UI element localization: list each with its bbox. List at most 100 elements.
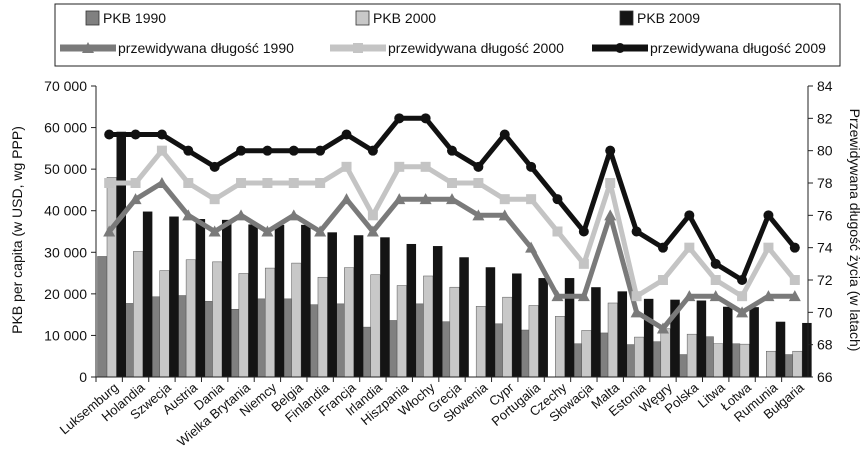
legend-label: PKB 1990 (103, 10, 166, 26)
point-marker (236, 145, 247, 156)
point-marker (631, 291, 642, 302)
point-marker (472, 209, 485, 221)
legend-swatch (619, 10, 634, 26)
point-marker (737, 275, 748, 285)
point-marker (156, 129, 167, 140)
bar-3 (802, 322, 812, 377)
legend-label: PKB 2009 (637, 10, 700, 26)
bar-3 (459, 257, 469, 377)
bar-3 (723, 306, 733, 377)
bar-2 (607, 302, 618, 378)
point-marker (130, 129, 141, 140)
point-marker (209, 161, 220, 172)
point-marker (341, 129, 352, 140)
point-marker (684, 210, 695, 221)
point-marker (763, 242, 774, 253)
point-marker (262, 178, 273, 188)
bar-2 (739, 343, 750, 378)
point-marker (235, 209, 248, 221)
point-marker (315, 178, 326, 188)
y-tick-label: 20 000 (44, 286, 87, 302)
point-marker (420, 161, 431, 172)
legend-swatch (85, 10, 100, 26)
bar-layer (97, 131, 812, 378)
point-marker (262, 145, 273, 156)
y-tick-label: 30 000 (44, 244, 87, 260)
bar-3 (169, 216, 179, 377)
point-marker (499, 129, 510, 140)
point-marker (287, 209, 300, 221)
bar-3 (775, 321, 786, 377)
bar-2 (528, 305, 539, 378)
point-marker (183, 145, 194, 156)
bar-3 (696, 300, 707, 377)
y2-tick-label: 82 (817, 110, 833, 126)
bar-2 (423, 275, 434, 378)
point-marker (419, 193, 432, 205)
point-marker (447, 178, 457, 188)
point-marker (103, 225, 116, 237)
bar-3 (406, 243, 417, 377)
y2-tick-label: 76 (817, 207, 833, 223)
point-marker (762, 290, 775, 302)
point-marker (261, 225, 274, 237)
bar-2 (370, 274, 381, 378)
point-marker (366, 225, 379, 237)
point-marker (367, 210, 378, 221)
bar-2 (317, 276, 328, 378)
bar-2 (291, 262, 302, 378)
bar-2 (634, 336, 645, 378)
bar-2 (766, 350, 777, 378)
bar-2 (106, 177, 117, 378)
point-marker (604, 209, 617, 221)
point-marker (788, 290, 801, 302)
point-marker (209, 194, 220, 205)
bar-2 (185, 259, 196, 378)
point-marker (288, 145, 299, 156)
bar-3 (538, 278, 548, 377)
point-marker (552, 194, 563, 205)
bar-2 (555, 316, 566, 378)
bar-2 (264, 267, 275, 378)
point-marker (182, 209, 195, 221)
bar-3 (327, 232, 337, 377)
bar-3 (617, 291, 628, 377)
point-marker (657, 275, 668, 285)
bar-2 (396, 285, 407, 378)
point-marker (129, 193, 142, 205)
bar-3 (749, 307, 759, 377)
point-marker (394, 161, 405, 172)
legend: PKB 1990 PKB 2000 PKB 2009 przewidywana dłu… (54, 3, 841, 67)
bar-2 (475, 306, 486, 378)
bar-3 (485, 267, 496, 377)
y-tick-label: 40 000 (44, 203, 87, 219)
point-marker (763, 210, 774, 221)
bar-3 (380, 237, 390, 377)
point-marker (656, 322, 669, 334)
y-tick-label: 50 000 (44, 161, 87, 177)
point-marker (104, 178, 115, 188)
y2-tick-label: 68 (817, 337, 833, 353)
point-marker (630, 306, 643, 318)
point-marker (236, 178, 247, 188)
bar-2 (792, 350, 803, 378)
legend-label: PKB 2000 (373, 10, 436, 26)
y2-tick-label: 72 (817, 272, 833, 288)
y-tick-label: 60 000 (44, 120, 87, 136)
legend-label: przewidywana długość 2000 (388, 40, 564, 56)
bar-2 (133, 251, 144, 378)
point-marker (208, 225, 221, 237)
y2-tick-label: 84 (817, 78, 833, 94)
y2-tick-label: 80 (817, 143, 833, 159)
point-marker (577, 290, 590, 302)
bar-2 (344, 267, 355, 378)
point-marker (736, 306, 749, 318)
bar-3 (142, 211, 153, 377)
bar-2 (581, 330, 592, 378)
y2-tick-label: 74 (817, 240, 833, 256)
point-marker (709, 290, 722, 302)
y2-tick-label: 78 (817, 175, 833, 191)
point-marker (710, 275, 721, 285)
legend-frame (54, 3, 841, 67)
